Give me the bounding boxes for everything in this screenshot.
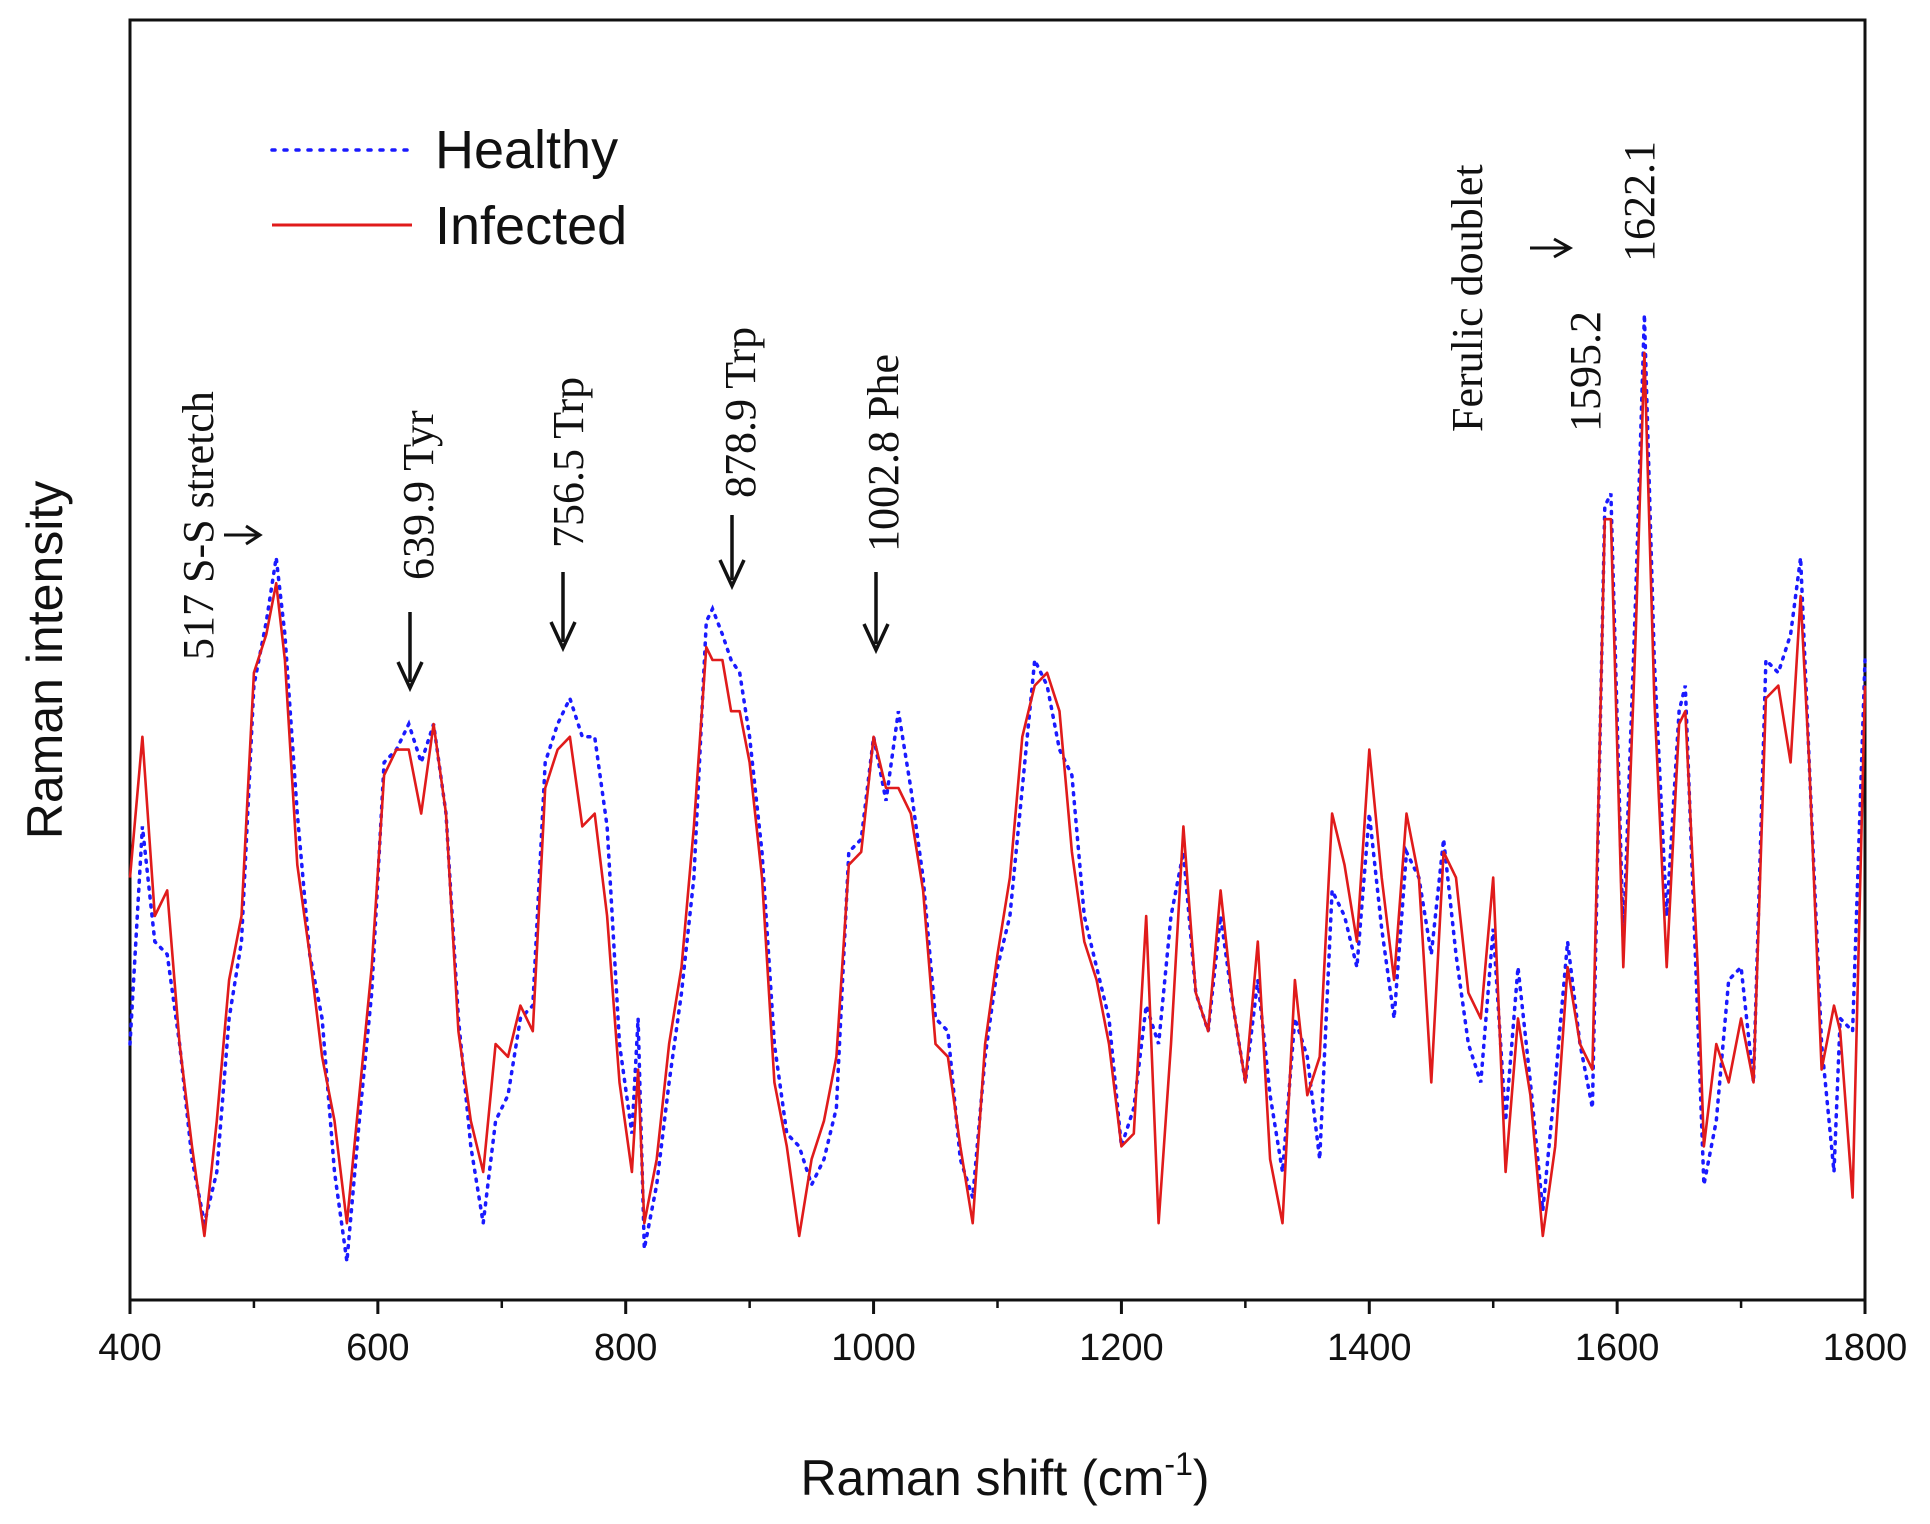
arrow-trp-878 [718,515,746,591]
annotation-ferulic-doublet: Ferulic doublet [1443,164,1492,432]
series-layer [128,314,1867,1262]
x-axis-ticks: 400 600 800 1000 1200 1400 1600 1800 [98,1300,1907,1369]
annotation-trp-878: 878.9 Trp [716,327,765,498]
x-axis-title: Raman shift (cm-1) [800,1446,1209,1506]
arrow-trp-756 [549,572,577,653]
x-tick-label: 1200 [1079,1327,1164,1369]
x-tick-label: 400 [98,1327,161,1369]
legend: Healthy Infected [270,120,627,256]
arrow-ferulic [1530,237,1574,259]
annotation-1595: 1595.2 [1561,311,1610,432]
x-axis-title-end: ) [1193,1450,1210,1506]
legend-label-infected: Infected [435,196,627,256]
arrow-phe [862,572,890,655]
annotation-phe: 1002.8 Phe [859,354,908,552]
x-tick-label: 1000 [831,1327,916,1369]
arrow-s-s [224,524,263,546]
annotation-trp-756: 756.5 Trp [544,377,593,548]
series-line-infected [128,351,1867,1238]
x-tick-label: 1800 [1823,1327,1908,1369]
x-axis-title-superscript: -1 [1164,1446,1192,1482]
x-axis-title-main: Raman shift (cm [800,1450,1164,1506]
annotation-1622: 1622.1 [1615,141,1664,262]
legend-label-healthy: Healthy [435,120,618,180]
peak-annotations: 517 S-S stretch 639.9 Tyr 756.5 Trp 878.… [174,141,1664,693]
annotation-tyr: 639.9 Tyr [394,410,443,580]
x-tick-label: 800 [594,1327,657,1369]
y-axis-title: Raman intensity [17,481,73,840]
annotation-s-s-stretch: 517 S-S stretch [174,391,223,660]
x-tick-label: 1400 [1327,1327,1412,1369]
plot-frame [128,18,1867,1302]
x-tick-label: 600 [346,1327,409,1369]
x-tick-label: 1600 [1575,1327,1660,1369]
arrow-tyr [396,612,424,693]
series-line-healthy [128,314,1867,1262]
